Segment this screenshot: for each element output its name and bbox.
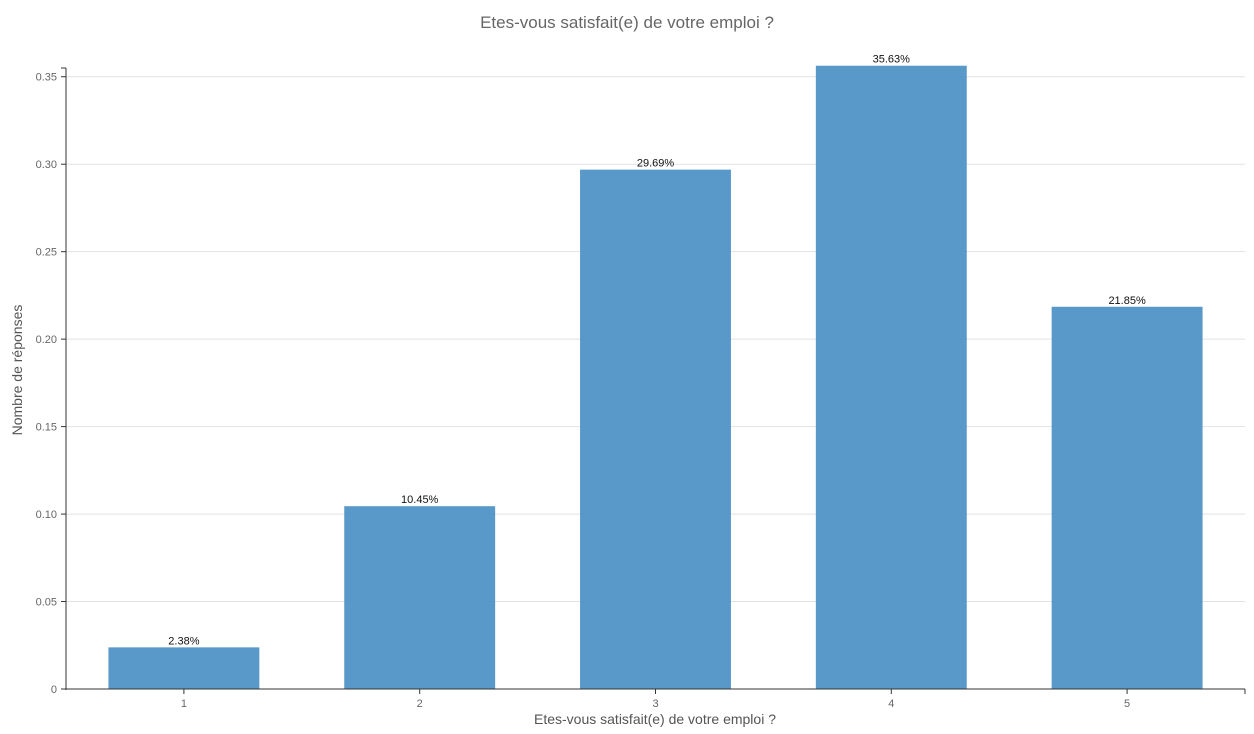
y-tick-label: 0.30 xyxy=(36,159,57,171)
y-tick-label: 0.20 xyxy=(36,334,57,346)
y-tick-label: 0.10 xyxy=(36,509,57,521)
x-tick-label: 1 xyxy=(181,698,187,710)
y-tick-label: 0.05 xyxy=(36,597,57,609)
data-label-2: 10.45% xyxy=(401,494,439,506)
y-tick-label: 0 xyxy=(51,684,57,696)
x-tick-label: 4 xyxy=(888,698,894,710)
x-tick-label: 5 xyxy=(1124,698,1130,710)
x-tick-label: 3 xyxy=(652,698,658,710)
axes: 0 0.05 0.10 0.15 0.20 0.25 0.30 0.35 1 2 3 4 5 xyxy=(36,67,1246,710)
bar-4 xyxy=(815,65,967,690)
y-axis-label: Nombre de réponses xyxy=(9,305,25,436)
data-label-4: 35.63% xyxy=(873,54,911,66)
bars xyxy=(108,65,1203,690)
data-label-5: 21.85% xyxy=(1108,295,1146,307)
bar-2 xyxy=(344,506,496,689)
bar-5 xyxy=(1051,306,1203,689)
y-tick-label: 0.35 xyxy=(36,72,57,84)
x-tick-label: 2 xyxy=(417,698,423,710)
y-tick-label: 0.25 xyxy=(36,247,57,259)
data-labels: 2.38% 10.45% 29.69% 35.63% 21.85% xyxy=(168,54,1146,648)
y-tick-label: 0.15 xyxy=(36,422,57,434)
data-label-3: 29.69% xyxy=(637,158,675,170)
data-label-1: 2.38% xyxy=(168,635,199,647)
x-axis-label: Etes-vous satisfait(e) de votre emploi ? xyxy=(534,711,776,727)
bar-3 xyxy=(580,169,731,689)
chart-title: Etes-vous satisfait(e) de votre emploi ? xyxy=(480,13,774,32)
bar-1 xyxy=(108,647,260,689)
